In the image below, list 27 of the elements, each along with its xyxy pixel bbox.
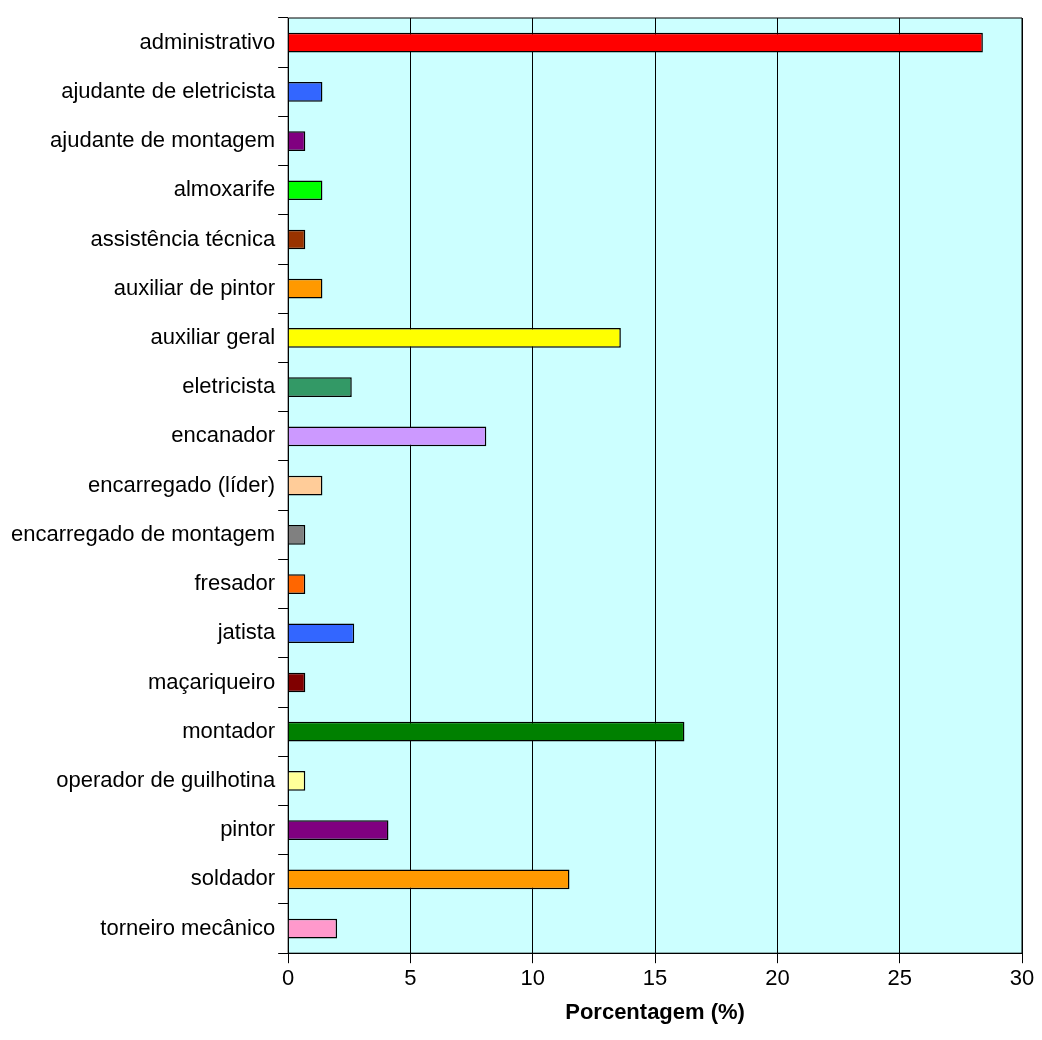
x-tick-label: 25	[887, 965, 912, 991]
y-tick-label: fresador	[194, 570, 276, 596]
y-tick-label: maçariqueiro	[148, 668, 276, 694]
y-tick-label: encanador	[171, 422, 276, 448]
y-tick-label: operador de guilhotina	[56, 766, 276, 792]
x-tick-label: 10	[520, 965, 546, 991]
y-tick-label: auxiliar de pintor	[113, 274, 276, 300]
x-tick-label: 0	[282, 965, 295, 991]
y-tick-label: pintor	[220, 816, 276, 842]
y-tick-label: eletricista	[182, 373, 276, 399]
x-tick-label: 30	[1009, 965, 1035, 991]
y-tick-label: assistência técnica	[90, 225, 276, 251]
x-axis-title: Porcentagem (%)	[565, 998, 745, 1024]
y-tick-label: torneiro mecânico	[100, 914, 276, 940]
y-tick-label: auxiliar geral	[150, 324, 276, 349]
y-tick-label: ajudante de eletricista	[61, 77, 276, 103]
y-tick-label: soldador	[190, 865, 276, 891]
y-tick-label: montador	[182, 717, 276, 743]
y-tick-label: encarregado (líder)	[88, 471, 276, 497]
y-tick-label: almoxarife	[173, 176, 276, 202]
x-tick-label: 5	[404, 965, 417, 991]
x-tick-label: 20	[765, 965, 790, 991]
y-tick-label: jatista	[216, 619, 276, 645]
y-tick-label: ajudante de montagem	[50, 127, 276, 153]
y-tick-label: encarregado de montagem	[11, 520, 276, 546]
y-tick-label: administrativo	[139, 28, 276, 54]
x-tick-label: 15	[642, 965, 668, 991]
